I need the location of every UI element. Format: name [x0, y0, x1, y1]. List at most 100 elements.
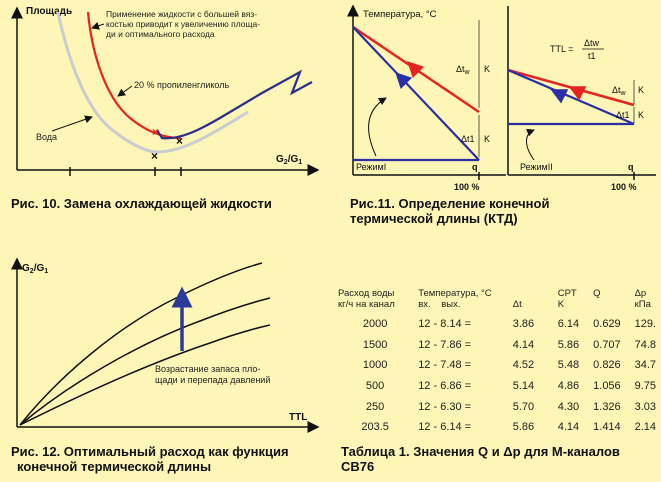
fig11-cold-line-1 — [352, 26, 480, 161]
cell-temp: 12 - 7.48 = — [418, 359, 472, 372]
fig10-envelope-curve — [156, 69, 313, 140]
cell-dt: 5.86 — [512, 421, 535, 434]
table-row: 2000 12 - 8.14 = 3.86 6.14 0.629 129. — [338, 314, 656, 335]
fig10-water-label: Вода — [36, 132, 57, 142]
cell-dt: 4.52 — [512, 359, 535, 372]
cell-dp: 34.7 — [634, 359, 656, 372]
fig12-curve-middle — [19, 297, 271, 426]
table-caption: Таблица 1. Значения Q и Δp для M-каналов… — [341, 444, 620, 474]
fig10-water-arrow — [51, 115, 93, 132]
header-temp: Температура, °С вх. вых. — [418, 288, 492, 310]
cell-q: 1.414 — [593, 421, 621, 434]
cell-temp: 12 - 6.86 = — [418, 380, 472, 393]
fig10-optimum-marker-water: × — [151, 149, 158, 163]
fig11b-dtw-label: Δtw — [612, 85, 627, 97]
fig11-dt1-label: Δt1 — [461, 134, 475, 144]
fig11-mode2-label: РежимII — [520, 162, 553, 172]
table-row: 1000 12 - 7.48 = 4.52 5.48 0.826 34.7 — [338, 355, 656, 376]
fig11b-k-label-2: K — [638, 110, 644, 120]
cell-temp: 12 - 6.14 = — [418, 421, 472, 434]
fig11-diagram: Температура, °С Δtw K Δt1 K РежимI q 100… — [347, 4, 656, 192]
table-caption-line: CB76 — [341, 459, 375, 474]
cell-q: 1.326 — [593, 400, 621, 413]
cell-dp: 9.75 — [634, 380, 656, 393]
fig11-q-label-1: q — [472, 162, 478, 172]
fig11-y-label: Температура, °С — [363, 9, 437, 20]
fig12-diagram: G2/G1 TTL Возрастание запаса пло- щади и… — [11, 257, 320, 433]
fig10-optimum-marker-envelope: × — [176, 134, 183, 148]
fig10-glycol-arrow — [117, 85, 133, 97]
fig10-glycol-curve — [86, 11, 182, 140]
table-caption-line: Таблица 1. Значения Q и Δp для M-каналов — [341, 444, 620, 459]
fig10-y-label: Площадь — [26, 6, 72, 17]
fig12-caption: Рис. 12. Оптимальный расход как функция … — [11, 444, 289, 474]
cell-flow: 203.5 — [361, 421, 389, 434]
fig10-water-curve — [56, 11, 249, 154]
fig11-caption-line: термической длины (КТД) — [350, 211, 518, 226]
fig12-x-label: TTL — [289, 412, 307, 423]
cell-flow: 2000 — [362, 318, 388, 331]
fig12-y-label: G2/G1 — [22, 263, 48, 275]
fig11-100-label-2: 100 % — [611, 182, 637, 192]
fig10-annotation: Применение жидкости с большей вяз- кость… — [106, 9, 262, 39]
fig11-mode1-arrow — [368, 97, 387, 157]
cell-q: 0.629 — [593, 318, 621, 331]
cell-dp: 129. — [634, 318, 656, 331]
fig11-ttl-denominator: t1 — [588, 51, 596, 61]
fig11-ttl-numerator: Δtw — [584, 38, 600, 48]
cell-flow: 250 — [365, 400, 385, 413]
cell-temp: 12 - 6.30 = — [418, 400, 472, 413]
cell-dt: 4.14 — [512, 338, 535, 351]
fig11-mode2-arrow — [526, 128, 535, 161]
cell-dp: 2.14 — [634, 421, 656, 434]
fig10-optimum-marker-glycol: × — [152, 125, 159, 139]
fig11-dtw-label: Δtw — [456, 64, 471, 76]
cell-cpt: 4.14 — [557, 421, 580, 434]
fig11-ttl-label: TTL = — [550, 44, 573, 54]
cell-dt: 5.70 — [512, 400, 535, 413]
fig11b-k-label-1: K — [638, 85, 644, 95]
fig12-annotation: Возрастание запаса пло- щади и перепада … — [155, 364, 270, 385]
cell-flow: 500 — [365, 380, 385, 393]
fig11-panel: Температура, °С Δtw K Δt1 K РежимI q 100… — [338, 0, 661, 195]
table-header-row: Расход воды кг/ч на канал Температура, °С… — [338, 288, 656, 314]
cell-dp: 74.8 — [634, 338, 656, 351]
values-table: Расход воды кг/ч на канал Температура, °С… — [338, 288, 656, 438]
header-dt: Δt — [512, 299, 522, 310]
cell-flow: 1000 — [362, 359, 388, 372]
fig10-glycol-label: 20 % пропиленгликоль — [134, 80, 229, 90]
cell-cpt: 6.14 — [557, 318, 580, 331]
cell-dp: 3.03 — [634, 400, 656, 413]
table-row: 500 12 - 6.86 = 5.14 4.86 1.056 9.75 — [338, 376, 656, 397]
cell-temp: 12 - 7.86 = — [418, 338, 472, 351]
fig12-panel: G2/G1 TTL Возрастание запаса пло- щади и… — [0, 255, 330, 440]
cell-dt: 5.14 — [512, 380, 535, 393]
header-dp: Δp кПа — [634, 288, 651, 310]
cell-cpt: 4.30 — [557, 400, 580, 413]
fig11-cold-arrow-2 — [550, 89, 569, 104]
cell-q: 0.826 — [593, 359, 621, 372]
fig10-caption: Рис. 10. Замена охлаждающей жидкости — [11, 196, 272, 211]
fig11-100-label-1: 100 % — [454, 182, 480, 192]
fig12-curve-upper — [19, 262, 263, 426]
cell-cpt: 5.48 — [557, 359, 580, 372]
fig12-curve-lower — [19, 324, 271, 426]
header-flow: Расход воды кг/ч на канал — [338, 288, 395, 310]
header-cpt: CPT K — [557, 288, 577, 310]
fig12-caption-line: Рис. 12. Оптимальный расход как функция — [11, 444, 289, 459]
header-q: Q — [593, 288, 601, 299]
cell-dt: 3.86 — [512, 318, 535, 331]
fig10-diagram: Площадь G2/G1 × × × Применение жидкости … — [11, 6, 320, 176]
fig11-cold-arrow-1 — [395, 72, 413, 90]
fig11b-dt1-label: Δt1 — [616, 110, 630, 120]
fig11-hot-arrow-2 — [568, 86, 587, 101]
fig11-q-label-2: q — [628, 162, 634, 172]
table-row: 1500 12 - 7.86 = 4.14 5.86 0.707 74.8 — [338, 335, 656, 356]
fig10-x-label: G2/G1 — [276, 154, 302, 166]
fig11-caption-line: Рис.11. Определение конечной — [350, 196, 550, 211]
cell-q: 0.707 — [593, 338, 621, 351]
cell-q: 1.056 — [593, 380, 621, 393]
fig12-caption-line: конечной термической длины — [17, 459, 212, 474]
table-row: 203.5 12 - 6.14 = 5.86 4.14 1.414 2.14 — [338, 417, 656, 438]
table-row: 250 12 - 6.30 = 5.70 4.30 1.326 3.03 — [338, 396, 656, 417]
